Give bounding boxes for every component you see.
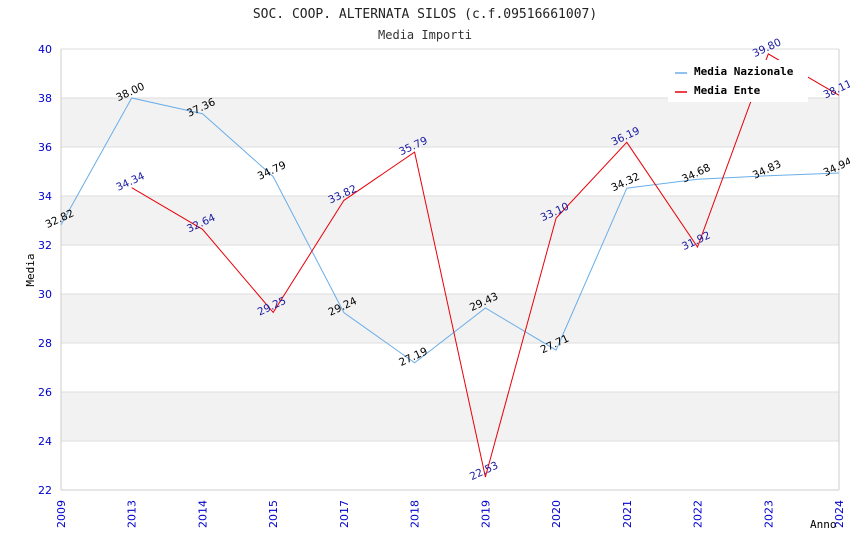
data-label-media-nazionale-2023: 34.83 [751, 158, 783, 182]
x-tick-2017: 2017 [338, 500, 351, 528]
legend-background [668, 60, 808, 102]
x-tick-2019: 2019 [479, 500, 492, 528]
y-tick-38: 38 [38, 92, 52, 105]
data-label-media-nazionale-2018: 27.19 [397, 345, 429, 369]
legend: Media Nazionale Media Ente [668, 60, 808, 102]
x-tick-2023: 2023 [762, 500, 775, 528]
y-tick-24: 24 [38, 435, 52, 448]
y-tick-40: 40 [38, 43, 52, 56]
y-tick-26: 26 [38, 386, 52, 399]
series-line-media-ente [131, 53, 840, 478]
y-tick-30: 30 [38, 288, 52, 301]
x-tick-2020: 2020 [550, 500, 563, 528]
x-tick-2021: 2021 [621, 500, 634, 528]
band-24-26 [61, 392, 839, 441]
data-label-media-nazionale-2015: 34.79 [256, 159, 288, 183]
y-tick-28: 28 [38, 337, 52, 350]
x-tick-2014: 2014 [196, 500, 209, 528]
x-tick-2009: 2009 [55, 500, 68, 528]
x-tick-2013: 2013 [126, 500, 139, 528]
series-lines [60, 53, 840, 478]
plot-background-bands [61, 98, 839, 441]
y-tick-36: 36 [38, 141, 52, 154]
y-tick-22: 22 [38, 484, 52, 497]
x-axis-label: Anno [810, 518, 837, 531]
series-line-media-nazionale [60, 97, 840, 364]
y-axis-label: Media [24, 253, 37, 286]
x-tick-labels: 2009 2013 2014 2015 2017 2018 2019 2020 2021 2022… [55, 500, 846, 528]
x-tick-2022: 2022 [692, 500, 705, 528]
chart-title: SOC. COOP. ALTERNATA SILOS (c.f.09516661… [253, 7, 597, 22]
gridlines [60, 48, 840, 491]
data-label-media-nazionale-2022: 34.68 [680, 162, 712, 186]
y-tick-labels: 22 24 26 28 30 32 34 36 38 40 [38, 43, 52, 497]
legend-label-media-ente: Media Ente [694, 84, 761, 97]
x-tick-2015: 2015 [267, 500, 280, 528]
y-tick-32: 32 [38, 239, 52, 252]
data-label-media-ente-2013: 34.34 [114, 170, 147, 194]
chart-subtitle: Media Importi [378, 28, 472, 42]
data-label-media-ente-2019: 22.53 [468, 460, 500, 484]
band-32-34 [61, 196, 839, 245]
y-tick-34: 34 [38, 190, 52, 203]
x-tick-2024: 2024 [833, 500, 846, 528]
x-tick-2018: 2018 [409, 500, 422, 528]
legend-label-media-nazionale: Media Nazionale [694, 65, 794, 78]
band-36-38 [61, 98, 839, 147]
data-label-media-nazionale-2024: 34.94 [822, 155, 850, 179]
